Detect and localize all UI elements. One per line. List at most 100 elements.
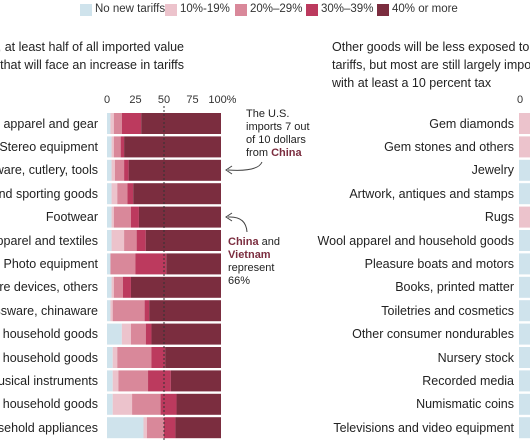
- bar-segment: [135, 253, 167, 275]
- category-label: Other consumer nondurables: [352, 327, 514, 342]
- bar-segment: [107, 370, 113, 392]
- bar-segment: [519, 113, 530, 134]
- category-label: Pleasure boats and motors: [364, 256, 514, 271]
- bar-segment: [107, 253, 111, 275]
- bar-segment: [107, 206, 112, 228]
- vietnam-annotation-text: and: [261, 236, 280, 248]
- right-subhead-line: tariffs, but most are still largely impo…: [332, 58, 530, 72]
- category-label: Gem stones and others: [384, 139, 514, 154]
- category-label: Photo equipment: [3, 256, 98, 271]
- bar-segment: [112, 393, 133, 415]
- legend-swatch: [80, 4, 92, 16]
- bar-segment: [149, 300, 221, 322]
- legend-label: 40% or more: [392, 3, 458, 15]
- bar-segment: [107, 230, 112, 251]
- legend-label: No new tariffs: [95, 3, 166, 15]
- bar-segment: [111, 276, 114, 298]
- x-tick-label: 50: [157, 94, 171, 106]
- bar-segment: [120, 136, 125, 158]
- bar-segment: [112, 347, 118, 368]
- annotation-arrowhead: [225, 212, 233, 222]
- bar-segment: [519, 230, 530, 251]
- category-label: Books, printed matter: [395, 280, 514, 295]
- category-label: apparel and textiles: [0, 233, 98, 248]
- category-label: Rugs: [484, 210, 514, 225]
- legend-swatch: [165, 4, 177, 16]
- category-label: ssware, chinaware: [0, 303, 98, 318]
- bar-segment: [138, 206, 221, 228]
- x-tick-label: 100%: [208, 94, 237, 106]
- bar-segment: [107, 113, 111, 134]
- bar-segment: [519, 206, 530, 228]
- bar-segment: [113, 206, 131, 228]
- bar-segment: [166, 253, 221, 275]
- category-label: Stereo equipment: [0, 139, 98, 154]
- bar-segment: [107, 393, 113, 415]
- bar-segment: [176, 393, 221, 415]
- category-label: l household goods: [0, 397, 98, 412]
- bar-segment: [519, 300, 530, 322]
- legend-swatch: [235, 4, 247, 16]
- annotation-arrowhead: [225, 165, 233, 175]
- bar-segment: [121, 323, 131, 345]
- vietnam-annotation: China and Vietnam represent 66%: [228, 236, 288, 288]
- bar-segment: [133, 183, 221, 205]
- legend-swatch: [377, 4, 389, 16]
- right-subhead-line: Other goods will be less exposed to th: [332, 40, 530, 54]
- bar-segment: [519, 183, 530, 205]
- bar-segment: [124, 230, 137, 251]
- bar-segment: [136, 230, 146, 251]
- bar-segment: [111, 136, 114, 158]
- bar-segment: [519, 276, 530, 298]
- bar-segment: [122, 276, 131, 298]
- bar-segment: [110, 113, 114, 134]
- bar-segment: [121, 113, 142, 134]
- bar-segment: [128, 159, 221, 181]
- bar-segment: [151, 323, 221, 345]
- category-label: ware, cutlery, tools: [0, 163, 98, 178]
- bar-segment: [111, 230, 125, 251]
- category-label: Nursery stock: [437, 350, 514, 365]
- category-label: Gem diamonds: [429, 116, 514, 131]
- legend-label: 30%–39%: [321, 3, 374, 15]
- bar-segment: [148, 370, 171, 392]
- bar-segment: [519, 370, 530, 392]
- china-highlight: China: [271, 147, 302, 159]
- bar-segment: [519, 323, 530, 345]
- category-label: Wool apparel and household goods: [317, 233, 514, 248]
- left-subhead-line: , at least half of all imported value: [0, 40, 184, 54]
- x-tick-label: 75: [186, 94, 199, 106]
- x-tick-label: 0: [103, 94, 111, 106]
- category-label: Jewelry: [471, 163, 514, 178]
- annotation-arrow: [227, 161, 263, 171]
- bar-segment: [130, 323, 146, 345]
- bar-segment: [165, 347, 221, 368]
- bar-segment: [107, 136, 112, 158]
- category-label: re devices, others: [0, 280, 98, 295]
- legend-label: 20%–29%: [250, 3, 303, 15]
- bar-segment: [519, 393, 530, 415]
- category-label: Televisions and video equipment: [333, 420, 514, 435]
- x-tick-label: 25: [129, 94, 142, 106]
- bar-segment: [130, 276, 221, 298]
- bar-segment: [107, 276, 112, 298]
- bar-segment: [145, 230, 221, 251]
- bar-segment: [519, 136, 530, 158]
- bar-segment: [519, 253, 530, 275]
- bar-segment: [113, 276, 123, 298]
- right-subhead-line: with at least a 10 percent tax: [332, 76, 492, 90]
- bar-segment: [127, 183, 134, 205]
- category-label: Numismatic coins: [416, 397, 514, 412]
- bar-segment: [117, 183, 128, 205]
- bar-segment: [112, 370, 119, 392]
- category-label: and sporting goods: [0, 186, 98, 201]
- category-label: l household goods: [0, 327, 98, 342]
- bar-segment: [107, 300, 111, 322]
- vietnam-annotation-text: represent 66%: [228, 262, 275, 287]
- left-chart-subheading: , at least half of all imported value th…: [0, 38, 184, 74]
- bar-segment: [112, 300, 145, 322]
- bar-segment: [107, 323, 122, 345]
- bar-segment: [124, 159, 129, 181]
- bar-segment: [164, 417, 176, 439]
